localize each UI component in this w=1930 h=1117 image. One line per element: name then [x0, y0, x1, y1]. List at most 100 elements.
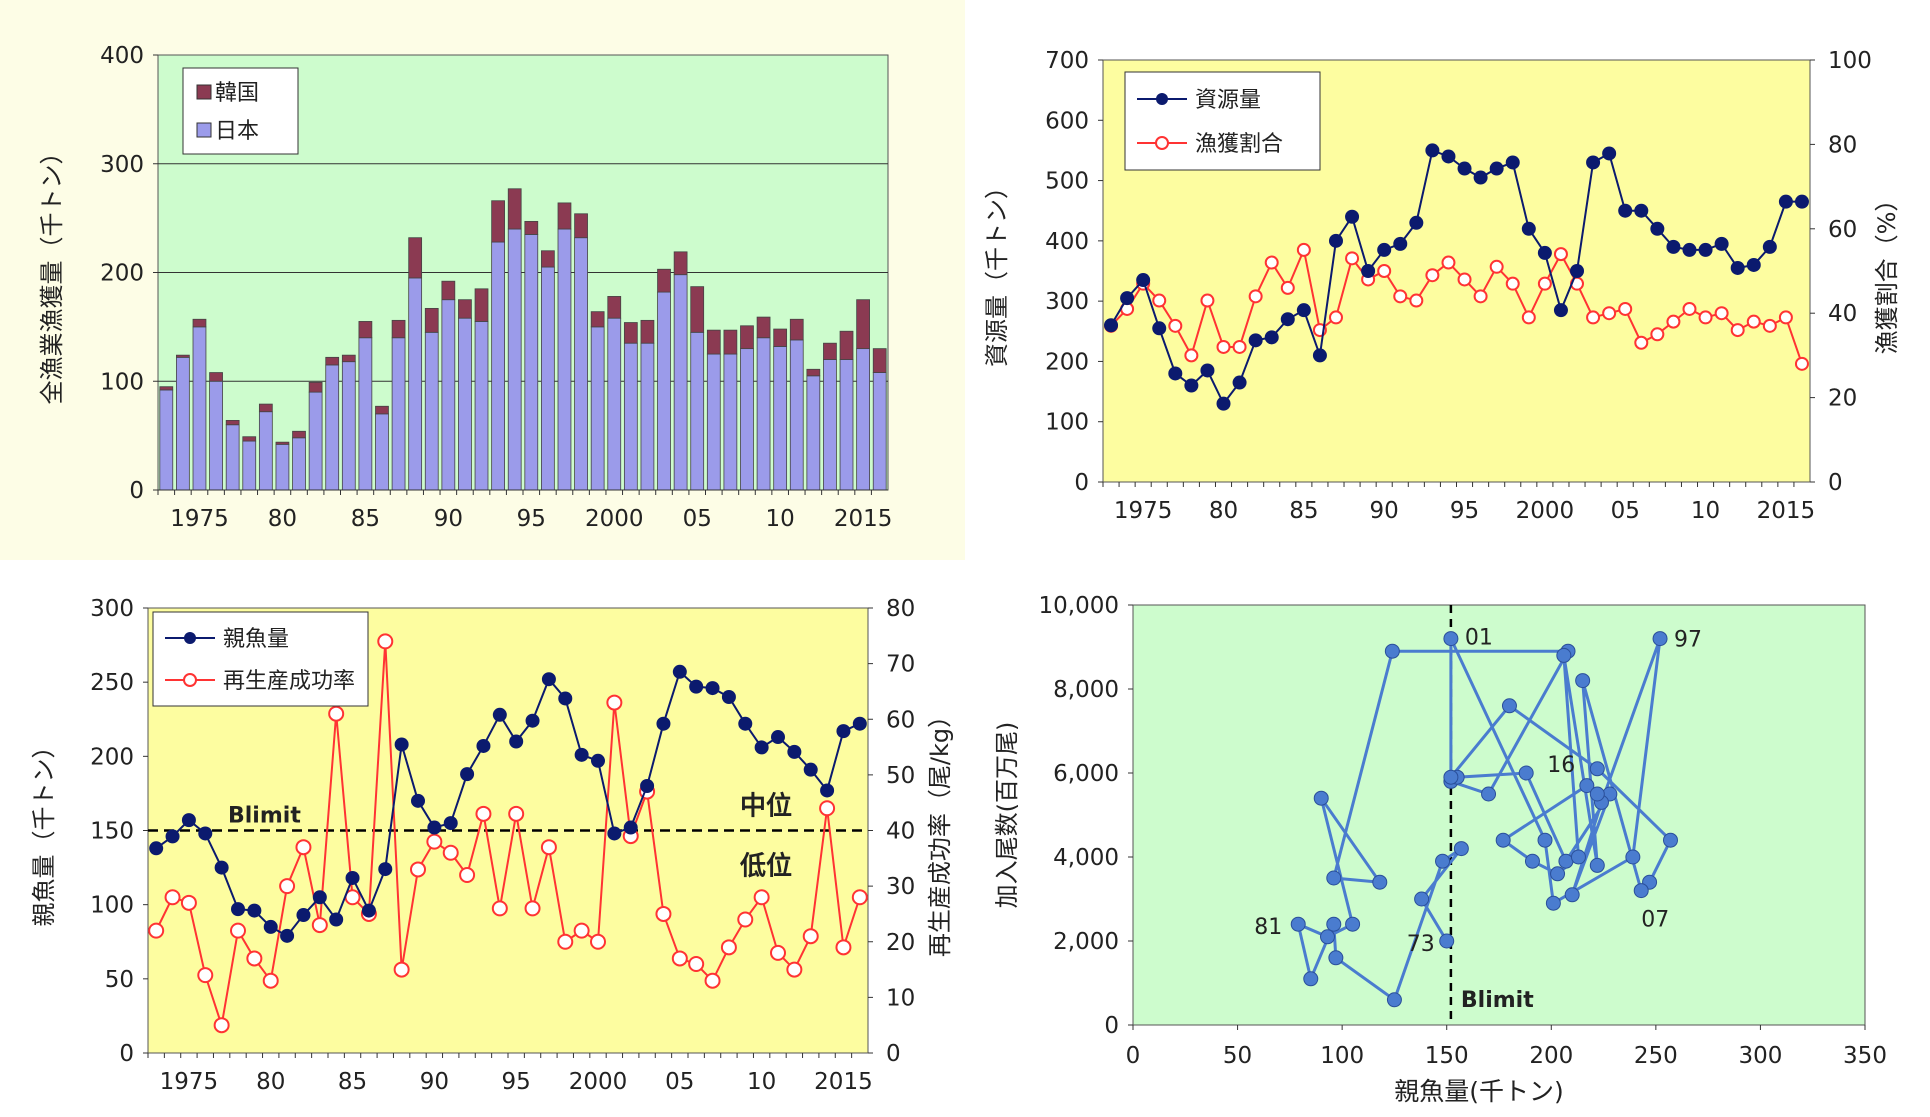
bar-japan — [209, 380, 223, 491]
data-point — [1778, 194, 1793, 209]
data-point — [492, 707, 507, 722]
data-point — [1698, 242, 1713, 257]
data-point — [1425, 143, 1440, 158]
data-point — [1558, 853, 1574, 869]
data-point — [771, 730, 785, 745]
data-point — [1634, 335, 1649, 350]
data-point — [705, 681, 720, 696]
data-point — [1248, 333, 1263, 348]
x-tick-label: 1975 — [170, 506, 229, 532]
x-tick-label: 95 — [1450, 498, 1479, 524]
data-point — [1662, 832, 1678, 848]
data-point — [802, 928, 819, 945]
data-point — [411, 793, 425, 808]
data-point — [1545, 895, 1561, 911]
x-tick-label: 200 — [1529, 1043, 1573, 1069]
bar-japan — [557, 228, 572, 491]
data-point — [311, 917, 328, 934]
bar-japan — [723, 353, 738, 491]
x-tick-label: 10 — [747, 1069, 776, 1095]
data-point — [1618, 301, 1633, 316]
x-tick-label: 90 — [434, 506, 463, 532]
x-tick-label: 10 — [766, 506, 795, 532]
data-point — [1650, 221, 1665, 236]
data-point — [1778, 310, 1793, 325]
y-tick-label: 100 — [100, 369, 144, 395]
data-point — [1328, 950, 1344, 966]
data-point — [312, 890, 327, 905]
data-point — [1489, 161, 1504, 176]
bar-japan — [242, 440, 257, 491]
data-point — [1666, 314, 1681, 329]
bar-korea — [806, 368, 821, 377]
y-right-axis-label: 漁獲割合（%） — [1873, 188, 1901, 355]
data-point — [1730, 323, 1745, 338]
bar-japan — [541, 266, 555, 491]
bar-korea — [640, 319, 655, 344]
data-point — [1730, 260, 1745, 275]
data-point — [329, 912, 344, 927]
data-point — [574, 747, 589, 762]
data-point — [262, 972, 279, 989]
data-point — [491, 900, 508, 917]
data-point — [1409, 215, 1424, 230]
data-point — [689, 679, 704, 694]
bar-korea — [192, 318, 207, 328]
data-point — [1589, 761, 1605, 777]
bar-korea — [623, 322, 638, 344]
bar-korea — [209, 372, 223, 382]
bar-japan — [673, 274, 688, 491]
bar-korea — [706, 329, 721, 355]
data-point — [410, 861, 426, 878]
data-point — [377, 633, 394, 650]
legend-swatch — [196, 122, 212, 138]
y-right-tick-label: 0 — [886, 1041, 901, 1067]
y-right-tick-label: 20 — [1828, 386, 1857, 412]
y-tick-label: 300 — [90, 596, 134, 622]
data-point — [231, 902, 245, 917]
y-tick-label: 10,000 — [1039, 593, 1119, 619]
data-point — [296, 908, 311, 923]
point-label: 16 — [1547, 753, 1575, 778]
bar-korea — [607, 296, 622, 319]
legend-marker — [1155, 136, 1169, 150]
data-point — [1328, 233, 1343, 248]
data-point — [671, 950, 688, 967]
bar-korea — [524, 220, 539, 235]
y-right-tick-label: 100 — [1828, 48, 1872, 74]
data-point — [1393, 236, 1408, 251]
data-point — [279, 878, 296, 895]
x-tick-label: 80 — [1209, 498, 1238, 524]
bar-korea — [723, 329, 738, 355]
legend-marker — [183, 673, 197, 687]
x-tick-label: 150 — [1425, 1043, 1469, 1069]
data-point — [1633, 883, 1649, 899]
data-point — [246, 950, 263, 967]
data-point — [1377, 264, 1392, 278]
data-point — [508, 805, 525, 822]
data-point — [1746, 314, 1761, 329]
data-point — [1625, 849, 1641, 865]
blimit-label: Blimit — [1461, 988, 1534, 1013]
data-point — [1303, 971, 1319, 987]
level-lower-label: 低位 — [739, 851, 792, 882]
y-tick-label: 0 — [119, 1041, 134, 1067]
bar-korea — [424, 307, 439, 333]
data-point — [786, 961, 803, 978]
data-point — [247, 903, 262, 918]
bar-korea — [590, 311, 605, 328]
data-point — [1345, 251, 1360, 266]
y-tick-label: 0 — [1074, 470, 1089, 496]
bar-japan — [458, 317, 472, 491]
y-right-tick-label: 80 — [886, 596, 915, 622]
data-point — [1481, 786, 1497, 802]
y-tick-label: 8,000 — [1053, 677, 1119, 703]
y-right-tick-label: 30 — [886, 874, 915, 900]
x-tick-label: 90 — [1370, 498, 1399, 524]
data-point — [688, 956, 705, 972]
data-point — [1168, 366, 1183, 381]
data-point — [836, 724, 851, 739]
data-point — [328, 705, 345, 722]
data-point — [198, 826, 213, 841]
